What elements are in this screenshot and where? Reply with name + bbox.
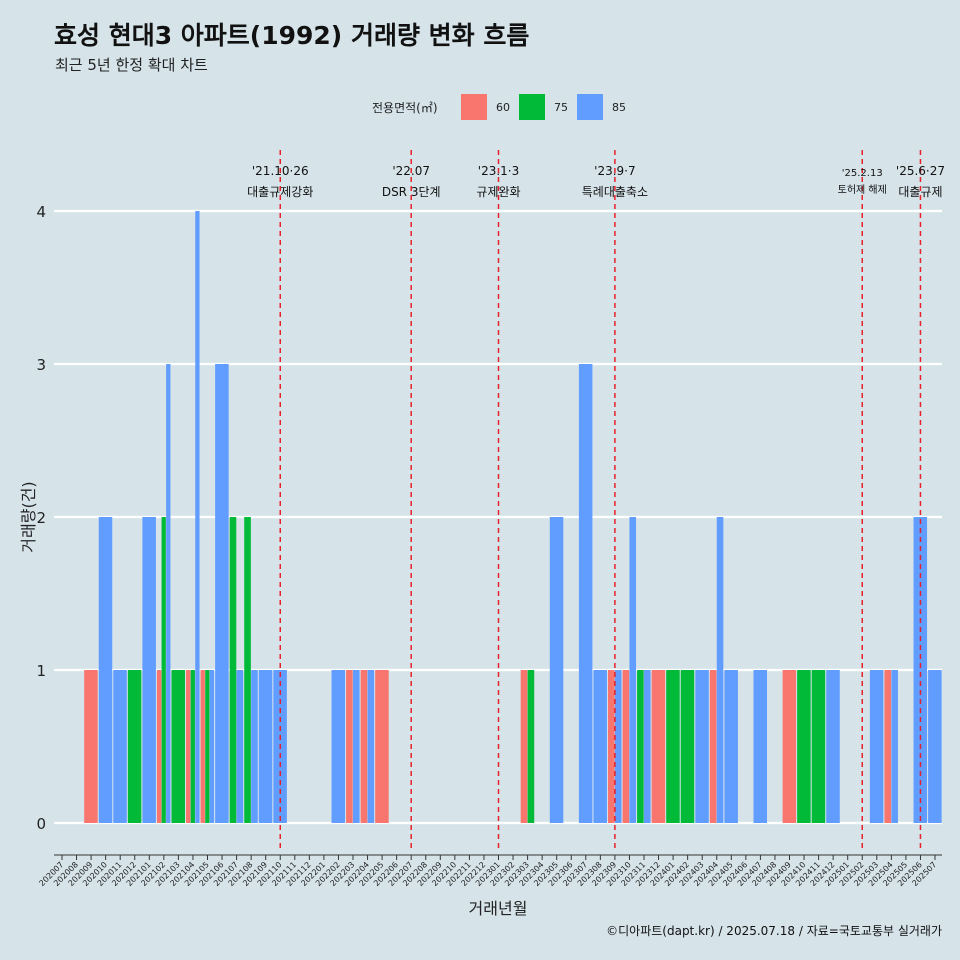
legend-label-75: 75 <box>554 101 568 114</box>
legend-swatch-60 <box>461 94 487 120</box>
bar-202404-85 <box>716 517 724 823</box>
y-tick-label-2: 2 <box>36 509 46 527</box>
bar-202506-85 <box>913 517 928 823</box>
bar-202011-85 <box>113 670 127 823</box>
event-label-1: DSR 3단계 <box>382 185 441 199</box>
event-date-2: '23.1·3 <box>478 164 519 178</box>
event-label-4: 토허제 해제 <box>838 183 887 196</box>
caption: ©디아파트(dapt.kr) / 2025.07.18 / 자료=국토교통부 실… <box>606 924 942 938</box>
bar-202101-85 <box>142 517 156 823</box>
y-tick-label-0: 0 <box>36 815 46 833</box>
bar-202105-85 <box>209 670 215 823</box>
bar-202103-75 <box>171 670 186 823</box>
event-date-0: '21.10·26 <box>252 164 309 178</box>
bar-202310-60 <box>622 670 630 823</box>
event-label-5: 대출규제 <box>898 185 942 199</box>
bar-202507-85 <box>928 670 942 823</box>
bars <box>84 211 942 823</box>
event-date-3: '23.9·7 <box>594 164 635 178</box>
bar-202203-60 <box>346 670 353 823</box>
legend-label-60: 60 <box>496 101 510 114</box>
bar-202503-85 <box>869 670 884 823</box>
bar-202104-60 <box>186 670 191 823</box>
bar-202404-60 <box>709 670 717 823</box>
event-date-5: '25.6·27 <box>896 164 945 178</box>
bar-202504-85 <box>891 670 898 823</box>
event-label-3: 특례대출축소 <box>582 185 648 199</box>
bar-202109-85 <box>258 670 273 823</box>
bar-202105-60 <box>200 670 205 823</box>
bar-202102-75 <box>161 517 166 823</box>
event-label-2: 규제완화 <box>476 185 520 199</box>
bar-202307-85 <box>578 364 593 823</box>
bar-202204-60 <box>360 670 368 823</box>
bar-202309-60 <box>607 670 615 823</box>
bar-202102-60 <box>156 670 162 823</box>
bar-202010-85 <box>98 517 113 823</box>
event-markers: '21.10·26 대출규제강화 '22.07 DSR 3단계 '23.1·3 규제완화 '… <box>247 150 945 852</box>
y-tick-label-3: 3 <box>36 356 46 374</box>
bar-202412-85 <box>826 670 840 823</box>
bar-202009-60 <box>84 670 98 823</box>
y-axis-ticks: 0 1 2 3 4 <box>36 203 46 833</box>
bar-202403-85 <box>695 670 709 823</box>
bar-202402-75 <box>680 670 695 823</box>
bar-202012-75 <box>127 670 142 823</box>
bar-202308-85 <box>593 670 607 823</box>
y-tick-label-1: 1 <box>36 662 46 680</box>
bar-202104-75 <box>190 670 195 823</box>
event-date-1: '22.07 <box>392 164 430 178</box>
event-label-0: 대출규제강화 <box>247 185 313 199</box>
bar-202107-75 <box>229 517 237 823</box>
bar-202108-75 <box>244 517 251 823</box>
bar-202202-85 <box>331 670 346 823</box>
chart-subtitle: 최근 5년 한정 확대 차트 <box>55 56 208 74</box>
bar-202411-75 <box>811 670 826 823</box>
bar-202401-75 <box>666 670 680 823</box>
bar-202205-60 <box>375 670 389 823</box>
bar-202106-85 <box>215 364 229 823</box>
bar-202108-85 <box>251 670 258 823</box>
legend-swatch-75 <box>519 94 545 120</box>
bar-202303-60 <box>520 670 528 823</box>
legend-swatch-85 <box>577 94 603 120</box>
bar-202405-85 <box>724 670 738 823</box>
bar-202204-85 <box>367 670 375 823</box>
bar-202409-60 <box>782 670 797 823</box>
bar-202410-75 <box>797 670 811 823</box>
bar-202312-60 <box>651 670 666 823</box>
bar-202102-85 <box>166 364 171 823</box>
bar-202504-60 <box>884 670 892 823</box>
bar-202407-85 <box>753 670 768 823</box>
bar-202104-85 <box>195 211 200 823</box>
legend: 전용면적(㎡) 60 75 85 <box>372 94 626 120</box>
event-date-4: '25.2.13 <box>842 168 883 179</box>
y-tick-label-4: 4 <box>36 203 46 221</box>
bar-202303-75 <box>527 670 535 823</box>
x-axis-title: 거래년월 <box>469 899 528 918</box>
bar-202105-75 <box>205 670 210 823</box>
bar-202305-85 <box>549 517 564 823</box>
bar-202107-85 <box>236 670 244 823</box>
x-axis: 2020072020082020092020102020112020122021… <box>37 854 942 888</box>
bar-202309-85 <box>614 670 622 823</box>
bar-202310-85 <box>629 517 637 823</box>
bar-202203-85 <box>353 670 360 823</box>
bar-202311-75 <box>637 670 644 823</box>
y-axis-title: 거래량(건) <box>19 481 38 552</box>
legend-title: 전용면적(㎡) <box>372 101 438 115</box>
bar-202311-85 <box>644 670 651 823</box>
chart-title: 효성 현대3 아파트(1992) 거래량 변화 흐름 <box>54 21 529 50</box>
legend-label-85: 85 <box>612 101 626 114</box>
